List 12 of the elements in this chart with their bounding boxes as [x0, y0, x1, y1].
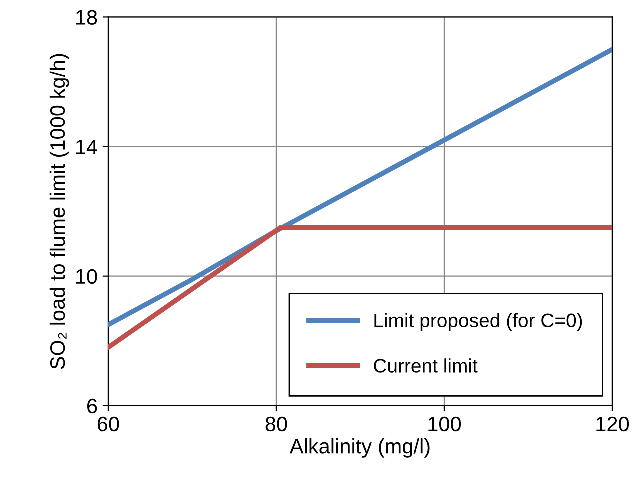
x-tick-label: 100 — [428, 416, 462, 432]
y-tick-label: 10 — [76, 269, 98, 284]
legend-label: Current limit — [374, 358, 478, 373]
x-tick-label: 120 — [596, 416, 630, 432]
y-tick-label: 18 — [76, 10, 98, 25]
x-tick-label: 60 — [98, 416, 120, 432]
legend-label: Limit proposed (for C=0) — [374, 313, 582, 332]
y-tick-label: 6 — [88, 398, 98, 414]
x-tick-label: 80 — [266, 416, 288, 432]
y-axis-title: SO₂ load to flume limit (1000 kg/h) — [50, 54, 70, 370]
y-tick-label: 14 — [76, 140, 98, 154]
x-axis-title: Alkalinity (mg/l) — [290, 438, 430, 458]
